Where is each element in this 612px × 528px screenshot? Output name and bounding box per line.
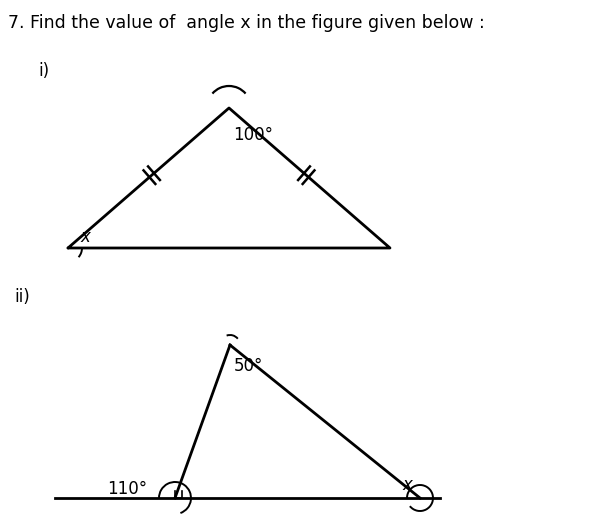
Text: 50°: 50° [234,357,263,375]
Text: 110°: 110° [107,480,147,498]
Text: x: x [80,228,90,246]
Text: ii): ii) [14,288,30,306]
Text: 100°: 100° [233,126,273,144]
Text: 7. Find the value of  angle x in the figure given below :: 7. Find the value of angle x in the figu… [8,14,485,32]
Text: x: x [402,476,412,494]
Text: i): i) [38,62,49,80]
